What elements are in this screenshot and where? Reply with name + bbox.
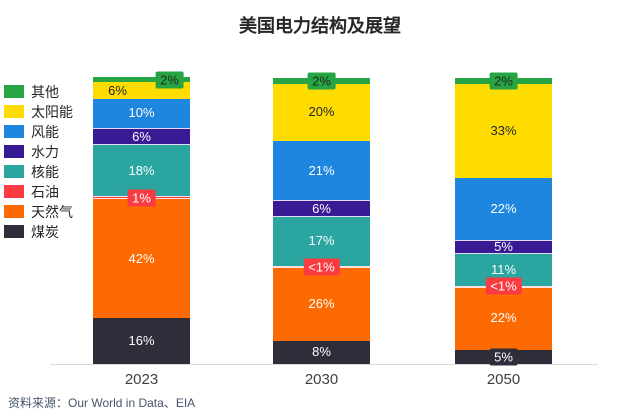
segment-label: 6% xyxy=(108,83,127,99)
legend-item: 核能 xyxy=(4,163,73,180)
segment-label-chip: 2% xyxy=(307,72,336,90)
legend-item: 煤炭 xyxy=(4,223,73,240)
legend-item: 水力 xyxy=(4,143,73,160)
segment-label: 20% xyxy=(308,103,335,119)
segment-label: 8% xyxy=(312,344,331,360)
segment-label: 42% xyxy=(128,250,155,266)
segment-label-chip: 2% xyxy=(489,72,518,90)
segment-label: 21% xyxy=(308,162,335,178)
legend-swatch xyxy=(4,185,24,198)
legend-label: 煤炭 xyxy=(31,223,59,240)
bar-segment xyxy=(93,198,190,319)
page-title: 美国电力结构及展望 xyxy=(239,16,401,36)
bar-segment xyxy=(273,140,370,201)
segment-label: 17% xyxy=(308,233,335,249)
legend-label: 太阳能 xyxy=(31,103,73,120)
bar-segment xyxy=(455,83,552,178)
segment-label: 11% xyxy=(490,262,517,278)
segment-label: 10% xyxy=(128,105,155,121)
segment-label: 26% xyxy=(308,296,335,312)
bar-segment xyxy=(273,200,370,218)
bar-segment xyxy=(273,267,370,342)
legend-swatch xyxy=(4,165,24,178)
segment-label-chip: 5% xyxy=(489,348,518,366)
bar-segment xyxy=(455,240,552,255)
x-axis-label: 2030 xyxy=(304,371,339,388)
legend-item: 风能 xyxy=(4,123,73,140)
legend-label: 核能 xyxy=(31,163,59,180)
bar-segment xyxy=(93,144,190,197)
legend-swatch xyxy=(4,205,24,218)
segment-label: 22% xyxy=(490,200,517,216)
legend-item: 太阳能 xyxy=(4,103,73,120)
segment-label: 5% xyxy=(494,239,513,255)
bar-segment xyxy=(93,318,190,364)
legend-swatch xyxy=(4,105,24,118)
segment-label-chip: 2% xyxy=(155,71,184,88)
legend-item: 石油 xyxy=(4,183,73,200)
bar-segment xyxy=(93,127,190,145)
segment-label: 33% xyxy=(490,122,517,138)
bar-segment xyxy=(273,341,370,364)
legend-item: 其他 xyxy=(4,83,73,100)
x-axis-line xyxy=(50,364,598,365)
segment-label-chip: 1% xyxy=(127,189,156,207)
legend-label: 风能 xyxy=(31,123,59,140)
segment-label: 6% xyxy=(312,201,331,217)
bar-segment xyxy=(93,99,190,128)
segment-label: 22% xyxy=(490,310,517,326)
legend-item: 天然气 xyxy=(4,203,73,220)
legend-label: 其他 xyxy=(31,83,59,100)
segment-label-chip: <1% xyxy=(303,258,340,276)
legend-swatch xyxy=(4,125,24,138)
bar-segment xyxy=(273,83,370,141)
chart-legend: 其他太阳能风能水力核能石油天然气煤炭 xyxy=(4,85,73,245)
x-axis-label: 2050 xyxy=(486,371,521,388)
legend-swatch xyxy=(4,145,24,158)
x-axis-label: 2023 xyxy=(124,371,159,388)
legend-swatch xyxy=(4,225,24,238)
legend-label: 水力 xyxy=(31,143,59,160)
legend-swatch xyxy=(4,85,24,98)
segment-label: 16% xyxy=(128,333,155,349)
segment-label: 18% xyxy=(128,162,155,178)
segment-label: 6% xyxy=(132,128,151,144)
bar-segment xyxy=(273,217,370,266)
legend-label: 石油 xyxy=(31,183,59,200)
segment-label-chip: <1% xyxy=(485,277,522,295)
bar-segment xyxy=(455,177,552,241)
bar-segment xyxy=(93,76,190,83)
legend-label: 天然气 xyxy=(31,203,73,220)
source-note: 资料来源：Our World in Data、EIA xyxy=(8,396,196,410)
bar-segment xyxy=(455,287,552,350)
